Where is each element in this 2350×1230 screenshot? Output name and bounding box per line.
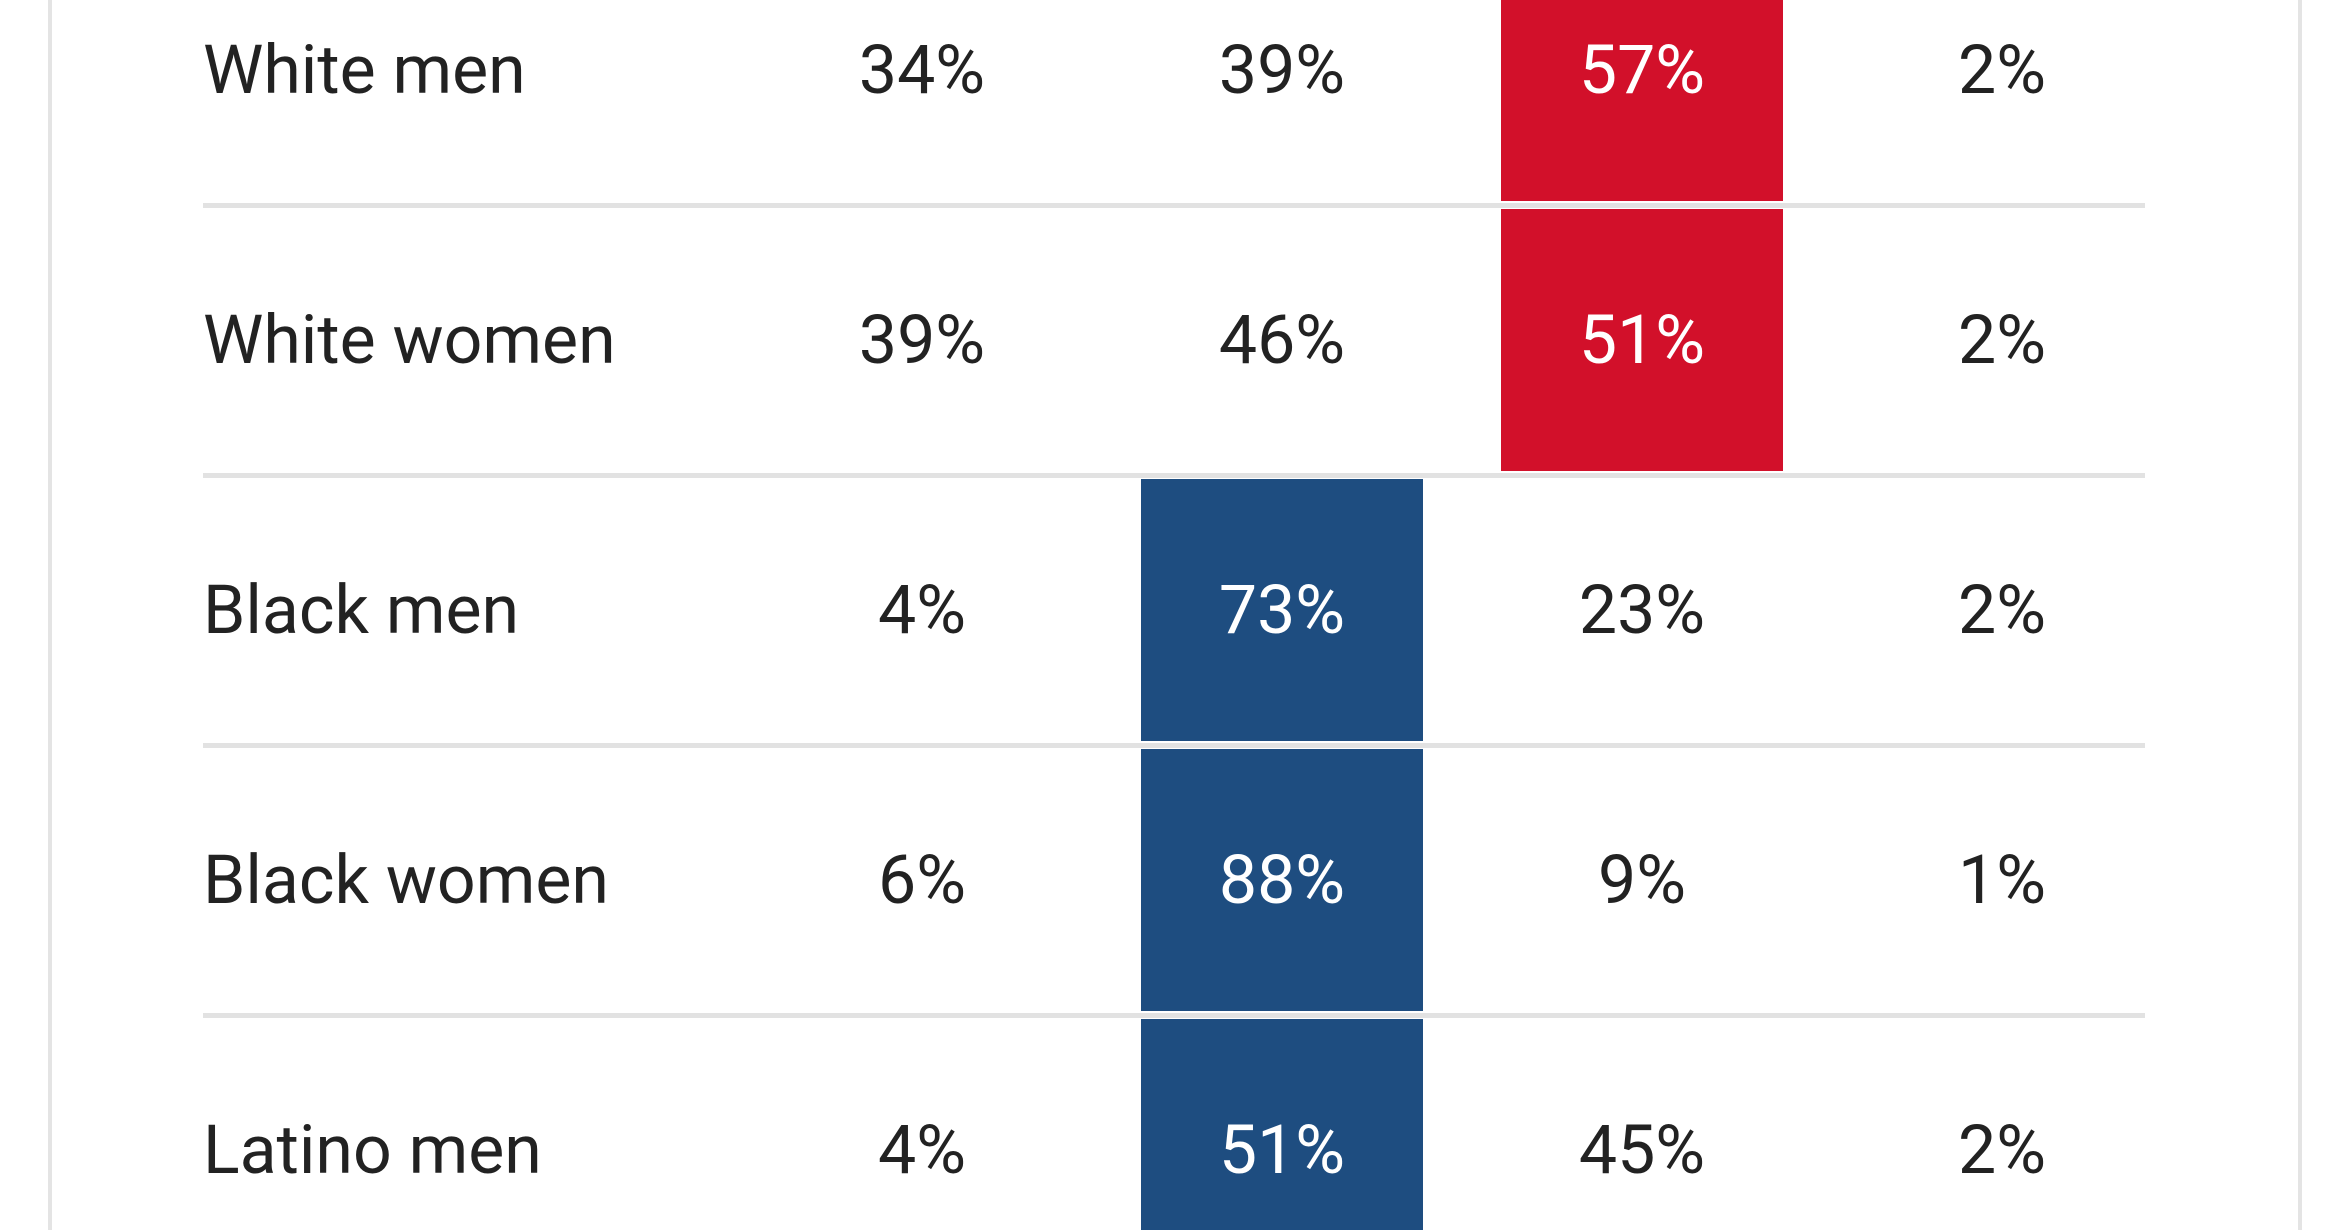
cell: 1% xyxy=(1957,840,2047,920)
cell: 9% xyxy=(1597,840,1687,920)
cell: 39% xyxy=(1218,30,1346,110)
cell: 23% xyxy=(1578,570,1706,650)
row-label: White men xyxy=(203,30,526,110)
cell: 39% xyxy=(858,300,986,380)
row-separator xyxy=(203,743,2145,748)
table-row: White women 39% 46% 51% 2% xyxy=(0,205,2350,478)
cell: 46% xyxy=(1218,300,1346,380)
row-separator xyxy=(203,1013,2145,1018)
row-label: Latino men xyxy=(203,1110,542,1190)
cell: 2% xyxy=(1957,1110,2047,1190)
cell: 4% xyxy=(877,1110,967,1190)
cell: 45% xyxy=(1578,1110,1706,1190)
table-border xyxy=(48,0,52,1230)
table-row: Latino men 4% 51% 45% 2% xyxy=(0,1015,2350,1230)
cell: 6% xyxy=(877,840,967,920)
cell: 4% xyxy=(877,570,967,650)
row-label: Black men xyxy=(203,570,520,650)
highlighted-cell: 51% xyxy=(1141,1019,1423,1230)
highlighted-cell: 73% xyxy=(1141,479,1423,741)
table-row: Black men 4% 73% 23% 2% xyxy=(0,475,2350,748)
highlighted-cell: 57% xyxy=(1501,0,1783,201)
cell: 2% xyxy=(1957,570,2047,650)
cell: 2% xyxy=(1957,300,2047,380)
row-separator xyxy=(203,473,2145,478)
table-border xyxy=(2298,0,2302,1230)
cell: 34% xyxy=(858,30,986,110)
row-label: White women xyxy=(203,300,616,380)
row-label: Black women xyxy=(203,840,609,920)
highlighted-cell: 51% xyxy=(1501,209,1783,471)
table-row: White men 34% 39% 57% 2% xyxy=(0,0,2350,208)
table-row: Black women 6% 88% 9% 1% xyxy=(0,745,2350,1018)
highlighted-cell: 88% xyxy=(1141,749,1423,1011)
cell: 2% xyxy=(1957,30,2047,110)
row-separator xyxy=(203,203,2145,208)
